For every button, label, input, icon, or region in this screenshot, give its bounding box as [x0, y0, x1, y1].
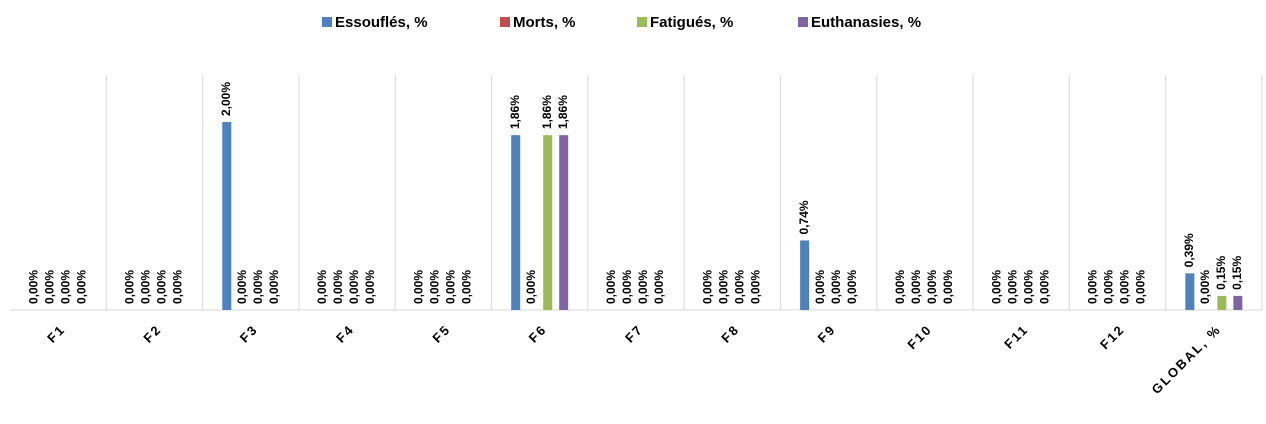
data-label: 0,15% [1214, 256, 1228, 290]
data-label: 0,00% [428, 270, 442, 304]
data-label: 0,15% [1230, 256, 1244, 290]
data-label: 0,00% [989, 270, 1003, 304]
legend-swatch [322, 17, 332, 27]
data-label: 1,86% [540, 95, 554, 129]
bar [800, 240, 810, 310]
data-label: 0,00% [460, 270, 474, 304]
data-label: 0,39% [1182, 233, 1196, 267]
data-label: 0,00% [412, 270, 426, 304]
data-label: 0,00% [42, 270, 56, 304]
data-label: 0,00% [251, 270, 265, 304]
data-label: 0,00% [1198, 270, 1212, 304]
data-label: 0,00% [363, 270, 377, 304]
data-label: 0,00% [58, 270, 72, 304]
data-label: 0,00% [829, 270, 843, 304]
data-label: 0,00% [155, 270, 169, 304]
x-tick-label: F7 [622, 322, 646, 346]
data-label: 0,00% [524, 270, 538, 304]
data-label: 0,00% [1005, 270, 1019, 304]
x-tick-label: GLOBAL, % [1149, 322, 1224, 397]
data-label: 0,00% [123, 270, 137, 304]
data-label: 0,00% [620, 270, 634, 304]
x-tick-label: F11 [1001, 322, 1031, 352]
legend-label: Essouflés, % [335, 14, 428, 31]
data-label: 0,00% [74, 270, 88, 304]
bar [1185, 273, 1195, 310]
legend-label: Euthanasies, % [811, 14, 921, 31]
x-tick-label: F8 [718, 322, 742, 346]
bar [543, 135, 553, 310]
data-label: 0,00% [171, 270, 185, 304]
data-label: 0,00% [604, 270, 618, 304]
x-tick-label: F4 [333, 322, 357, 346]
data-label: 0,00% [444, 270, 458, 304]
data-label: 0,00% [732, 270, 746, 304]
bar [559, 135, 569, 310]
data-label: 0,00% [925, 270, 939, 304]
data-label: 0,00% [1021, 270, 1035, 304]
bar [222, 122, 232, 310]
data-label: 0,00% [716, 270, 730, 304]
x-tick-label: F5 [429, 322, 453, 346]
x-tick-label: F3 [237, 322, 261, 346]
bar [1217, 295, 1227, 310]
data-label: 2,00% [219, 82, 233, 116]
data-label: 0,00% [267, 270, 281, 304]
data-label: 1,86% [508, 95, 522, 129]
data-label: 0,00% [347, 270, 361, 304]
data-label: 0,00% [26, 270, 40, 304]
data-label: 0,00% [893, 270, 907, 304]
data-label: 0,00% [1134, 270, 1148, 304]
x-tick-label: F10 [904, 322, 935, 353]
data-label: 0,00% [700, 270, 714, 304]
x-tick-label: F6 [526, 322, 550, 346]
data-label: 0,00% [331, 270, 345, 304]
data-label: 0,00% [909, 270, 923, 304]
data-label: 0,00% [845, 270, 859, 304]
legend-swatch [637, 17, 647, 27]
data-label: 0,00% [1102, 270, 1116, 304]
data-label: 0,00% [315, 270, 329, 304]
x-tick-label: F9 [815, 322, 839, 346]
data-label: 1,86% [556, 95, 570, 129]
bar [1233, 295, 1243, 310]
data-label: 0,00% [748, 270, 762, 304]
legend-swatch [798, 17, 808, 27]
data-label: 0,00% [235, 270, 249, 304]
bar [511, 135, 521, 310]
data-label: 0,74% [797, 200, 811, 234]
legend-label: Fatigués, % [650, 14, 733, 31]
data-label: 0,00% [813, 270, 827, 304]
data-label: 0,00% [636, 270, 650, 304]
x-tick-label: F2 [140, 322, 164, 346]
x-tick-label: F1 [44, 322, 68, 346]
legend-label: Morts, % [513, 14, 576, 31]
data-label: 0,00% [1086, 270, 1100, 304]
data-label: 0,00% [652, 270, 666, 304]
data-label: 0,00% [139, 270, 153, 304]
data-label: 0,00% [1118, 270, 1132, 304]
x-tick-label: F12 [1097, 322, 1128, 353]
data-label: 0,00% [1037, 270, 1051, 304]
legend-swatch [500, 17, 510, 27]
data-label: 0,00% [941, 270, 955, 304]
